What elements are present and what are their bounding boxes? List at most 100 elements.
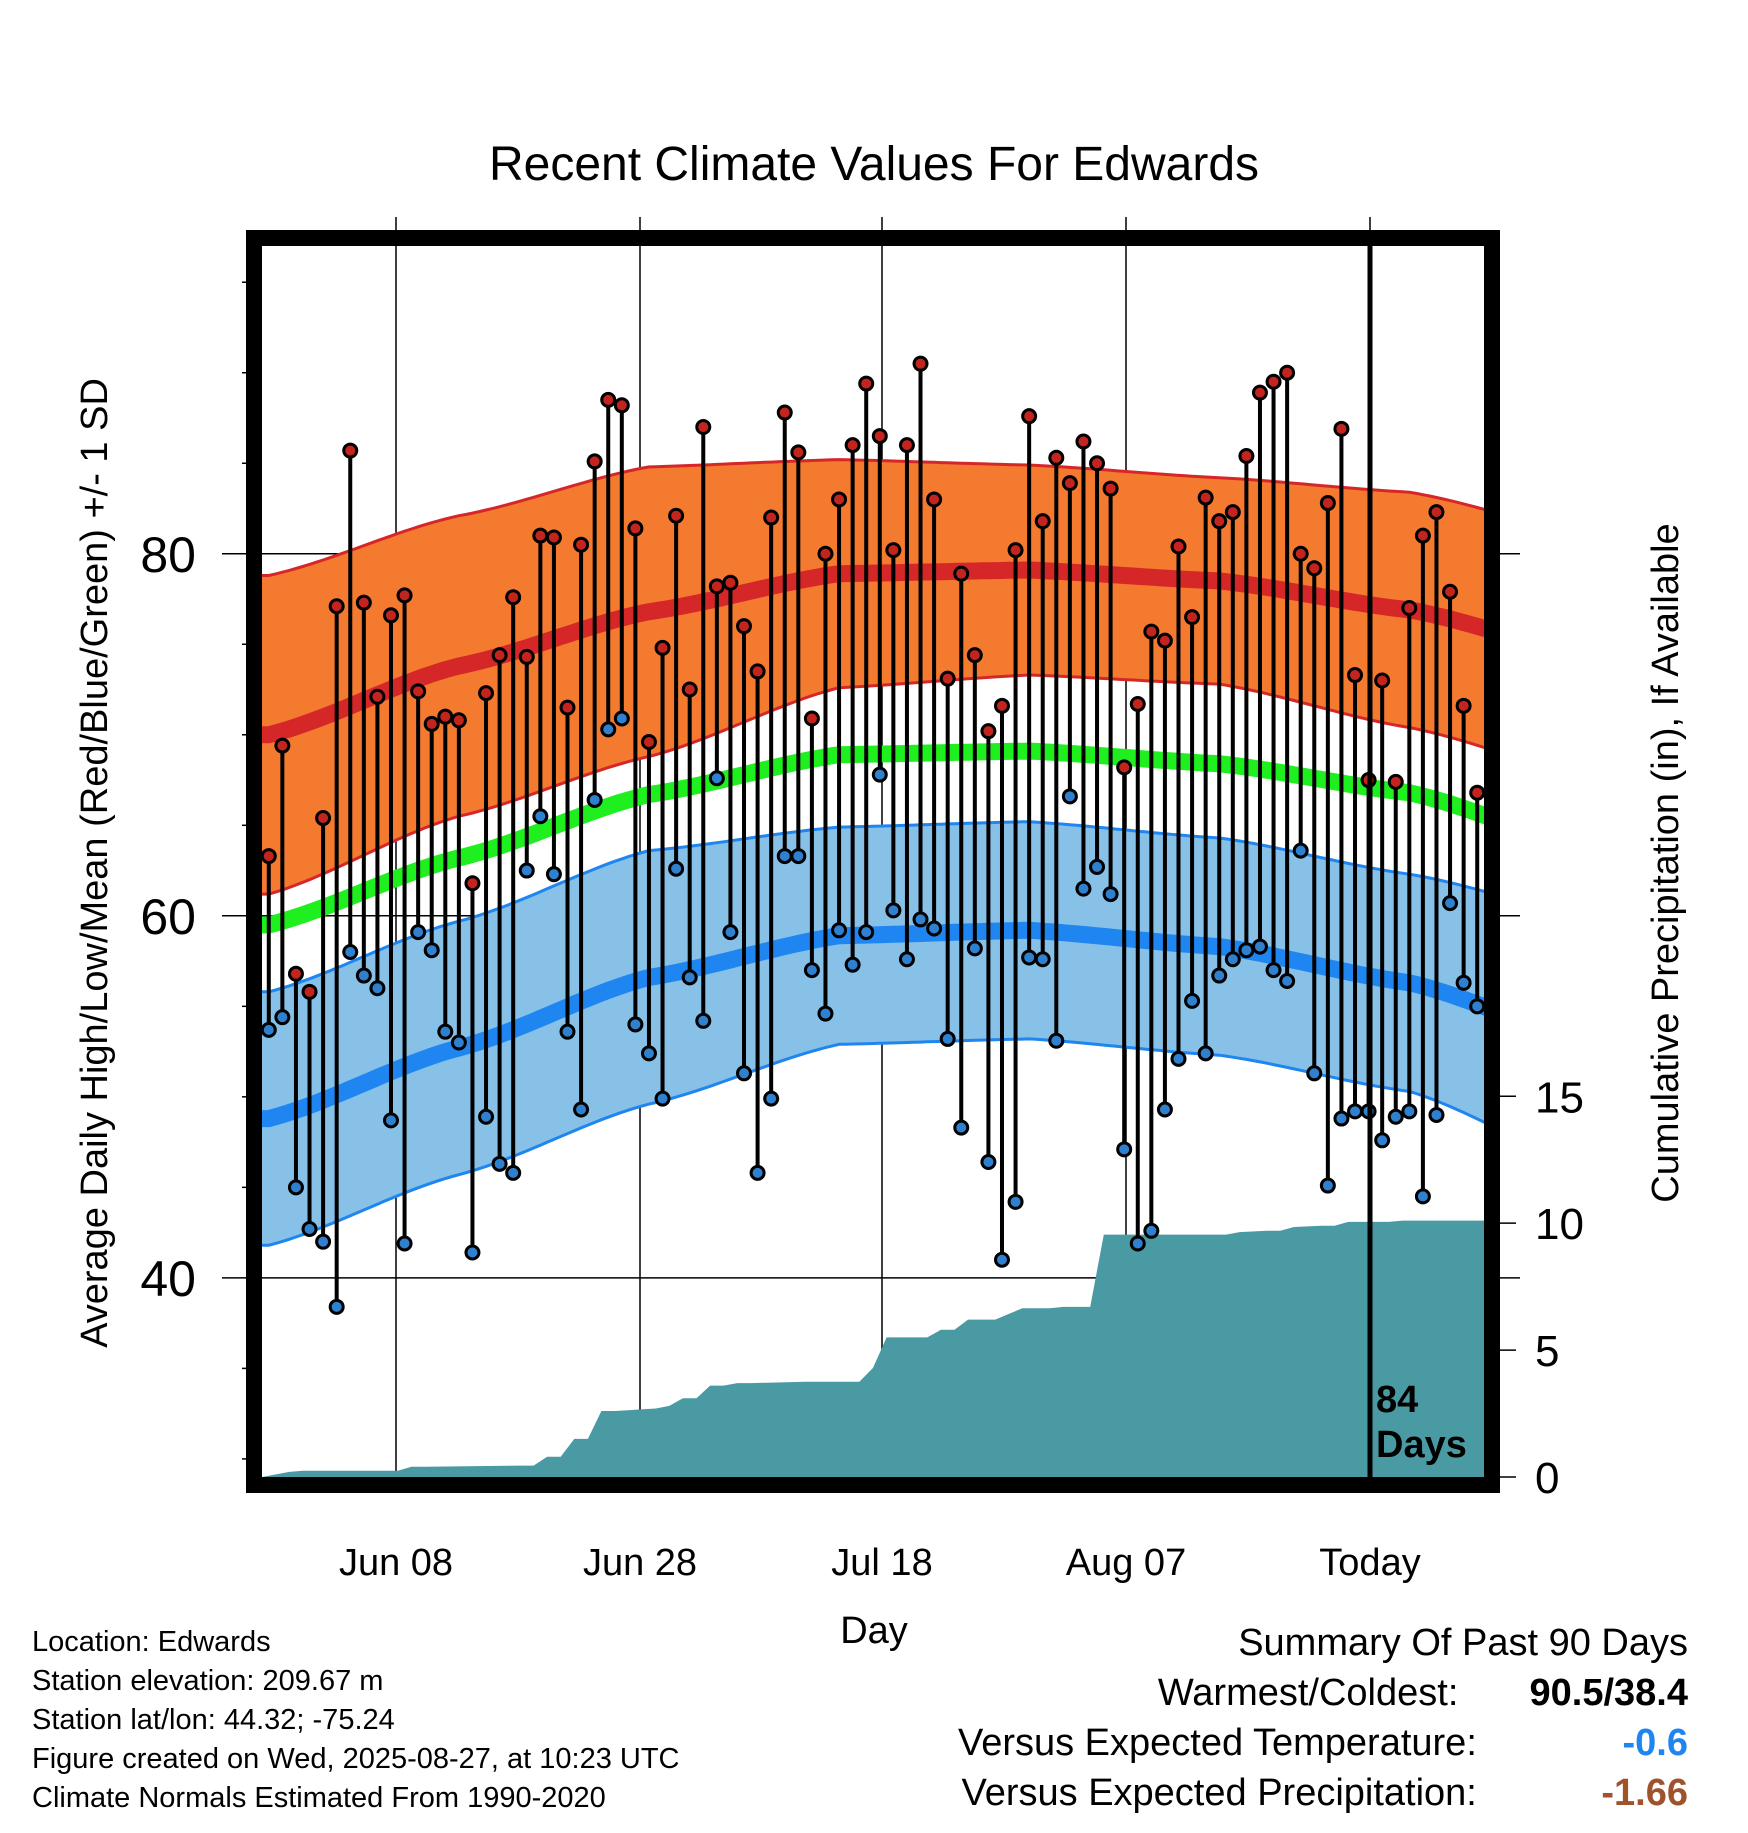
- high-point: [1075, 433, 1092, 450]
- low-point: [1455, 974, 1472, 991]
- high-point: [573, 536, 590, 553]
- high-point: [613, 397, 630, 414]
- low-point: [858, 924, 875, 941]
- temp-label: Versus Expected Temperature:: [957, 1722, 1477, 1764]
- high-point: [1170, 538, 1187, 555]
- y-tick-label-left: 40: [140, 1251, 196, 1307]
- high-point: [763, 509, 780, 526]
- low-point: [776, 848, 793, 865]
- low-point: [1251, 938, 1268, 955]
- low-point: [613, 710, 630, 727]
- low-point: [1007, 1193, 1024, 1210]
- low-point: [464, 1244, 481, 1261]
- low-point: [1401, 1103, 1418, 1120]
- low-point: [1238, 942, 1255, 959]
- high-point: [1279, 364, 1296, 381]
- precip-label: Versus Expected Precipitation:: [961, 1772, 1477, 1814]
- high-point: [1387, 773, 1404, 790]
- low-point: [790, 848, 807, 865]
- high-point: [1442, 583, 1459, 600]
- high-point: [871, 428, 888, 445]
- low-point: [885, 902, 902, 919]
- high-point: [654, 639, 671, 656]
- low-point: [871, 766, 888, 783]
- low-point: [573, 1101, 590, 1118]
- low-point: [803, 962, 820, 979]
- low-point: [545, 866, 562, 883]
- high-point: [681, 681, 698, 698]
- high-point: [1251, 384, 1268, 401]
- high-point: [722, 574, 739, 591]
- low-point: [382, 1112, 399, 1129]
- low-point: [262, 1021, 277, 1038]
- high-point: [1156, 632, 1173, 649]
- high-point: [953, 565, 970, 582]
- y-tick-label-right: 5: [1535, 1327, 1559, 1376]
- summary-warmest-row: Warmest/Coldest: 90.5/38.4: [958, 1668, 1688, 1718]
- low-point: [817, 1005, 834, 1022]
- low-point: [1306, 1065, 1323, 1082]
- low-point: [736, 1065, 753, 1082]
- high-point: [1238, 447, 1255, 464]
- low-point: [518, 862, 535, 879]
- low-point: [993, 1251, 1010, 1268]
- low-point: [1387, 1108, 1404, 1125]
- high-point: [627, 520, 644, 537]
- high-point: [749, 663, 766, 680]
- low-point: [342, 944, 359, 961]
- chart-title: Recent Climate Values For Edwards: [489, 138, 1259, 191]
- high-point: [885, 542, 902, 559]
- low-point: [369, 980, 386, 997]
- latlon-text: Station lat/lon: 44.32; -75.24: [32, 1704, 395, 1736]
- high-point: [559, 699, 576, 716]
- low-point: [1034, 951, 1051, 968]
- high-point: [993, 697, 1010, 714]
- high-point: [1265, 373, 1282, 390]
- low-band: [262, 821, 1484, 1246]
- high-point: [328, 598, 345, 615]
- low-point: [600, 721, 617, 738]
- high-point: [1034, 513, 1051, 530]
- high-point: [586, 453, 603, 470]
- low-point: [532, 808, 549, 825]
- high-point: [1061, 475, 1078, 492]
- high-point: [858, 375, 875, 392]
- high-point: [491, 647, 508, 664]
- high-point: [382, 607, 399, 624]
- low-point: [1184, 992, 1201, 1009]
- low-point: [939, 1030, 956, 1047]
- low-point: [654, 1090, 671, 1107]
- low-point: [1129, 1235, 1146, 1252]
- high-point: [898, 437, 915, 454]
- y-tick-label-right: 10: [1535, 1200, 1584, 1249]
- low-point: [1170, 1050, 1187, 1067]
- temp-value: -0.6: [1622, 1722, 1688, 1764]
- high-band-lower-edge: [262, 673, 1484, 896]
- high-point: [518, 648, 535, 665]
- high-point: [708, 578, 725, 595]
- low-band-lower-edge: [262, 1037, 1484, 1247]
- low-point: [1116, 1141, 1133, 1158]
- low-point: [681, 969, 698, 986]
- low-point: [1061, 788, 1078, 805]
- low-band-upper-edge: [262, 820, 1484, 994]
- low-point: [1333, 1110, 1350, 1127]
- low-point: [966, 940, 983, 957]
- low-point: [396, 1235, 413, 1252]
- station-info: Location: Edwards Station elevation: 209…: [32, 1623, 680, 1818]
- high-point: [1021, 408, 1038, 425]
- elevation-text: Station elevation: 209.67 m: [32, 1665, 384, 1697]
- high-point: [926, 491, 943, 508]
- high-normal-line: [262, 561, 1484, 744]
- y-tick-label-left: 60: [140, 889, 196, 945]
- high-point: [464, 875, 481, 892]
- summary-precip-row: Versus Expected Precipitation: -1.66: [958, 1768, 1688, 1818]
- warmest-label: Warmest/Coldest:: [1157, 1672, 1459, 1714]
- low-point: [1347, 1103, 1364, 1120]
- low-point: [423, 942, 440, 959]
- low-point: [586, 791, 603, 808]
- low-point: [898, 951, 915, 968]
- low-point: [355, 967, 372, 984]
- high-point: [532, 527, 549, 544]
- normals-text: Climate Normals Estimated From 1990-2020: [32, 1782, 606, 1814]
